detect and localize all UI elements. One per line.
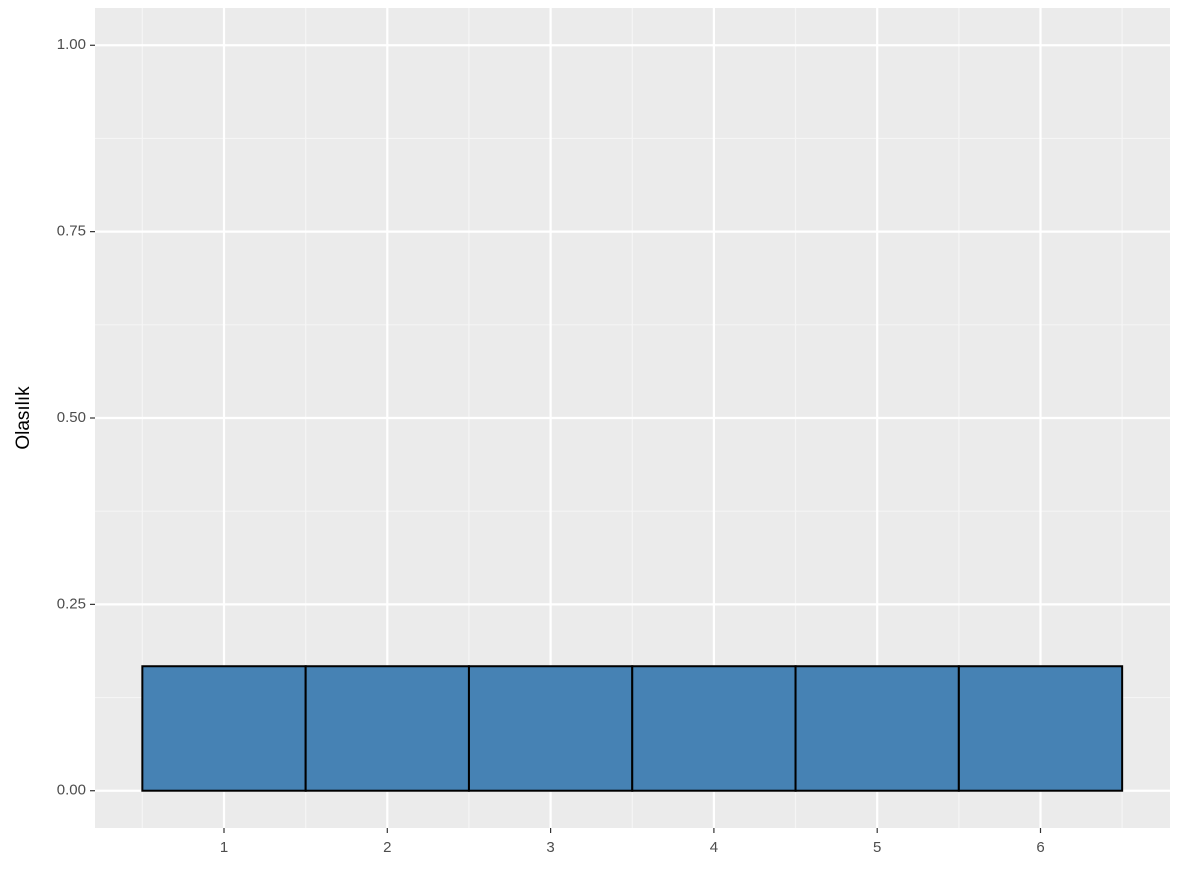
- bar: [141, 665, 307, 792]
- x-tick-label: 2: [383, 839, 391, 856]
- y-tick-label: 0.50: [57, 409, 86, 426]
- y-axis-label: Olasılık: [13, 386, 34, 450]
- y-tick-label: 0.25: [57, 595, 86, 612]
- bar: [631, 665, 797, 792]
- y-tick-label: 1.00: [57, 36, 86, 53]
- x-tick-label: 4: [710, 839, 718, 856]
- x-tick-label: 3: [546, 839, 554, 856]
- y-tick-label: 0.75: [57, 223, 86, 240]
- bar: [957, 665, 1124, 792]
- x-tick-label: 5: [873, 839, 881, 856]
- y-tick-label: 0.00: [57, 782, 86, 799]
- bar: [467, 665, 634, 792]
- bar: [794, 665, 960, 792]
- bar: [304, 665, 470, 792]
- x-tick-label: 6: [1036, 839, 1044, 856]
- x-tick-label: 1: [220, 839, 228, 856]
